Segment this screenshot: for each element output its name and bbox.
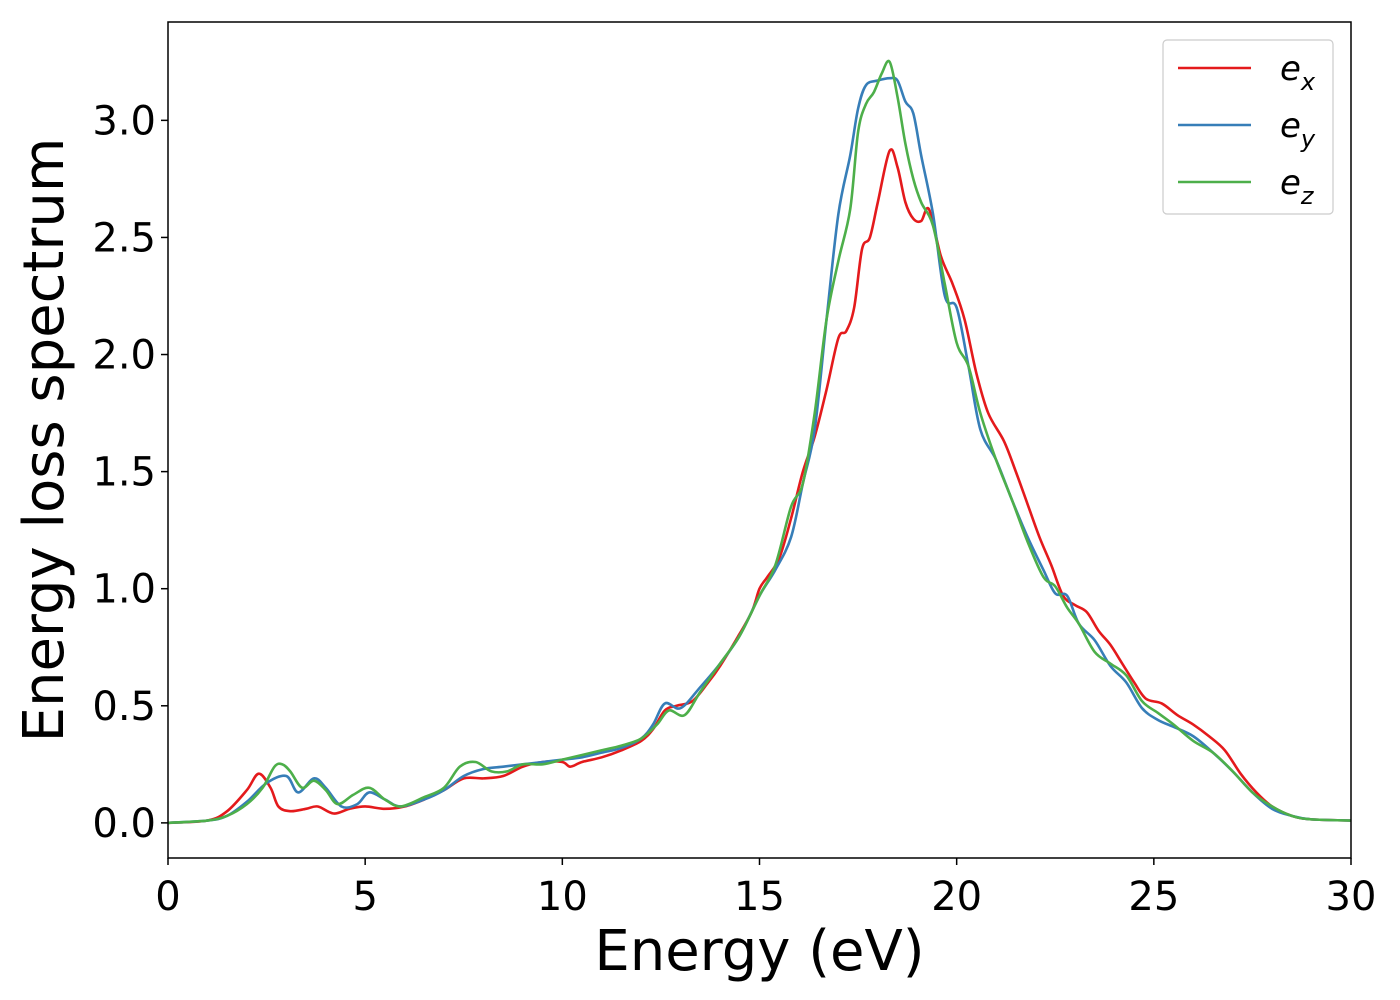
legend-label-ez: ez — [1280, 163, 1315, 210]
x-tick-label: 10 — [537, 874, 588, 920]
x-tick-label: 20 — [931, 874, 982, 920]
y-tick-label: 0.0 — [92, 801, 156, 847]
x-axis-ticks: 0 5 10 15 20 25 30 — [155, 858, 1376, 920]
y-axis-label: Energy loss spectrum — [12, 138, 77, 743]
x-tick-label: 0 — [155, 874, 180, 920]
x-axis-label: Energy (eV) — [594, 919, 924, 984]
x-tick-label: 25 — [1128, 874, 1179, 920]
y-tick-label: 1.0 — [92, 567, 156, 613]
y-axis-ticks: 0.0 0.5 1.0 1.5 2.0 2.5 3.0 — [92, 98, 168, 847]
y-tick-label: 2.0 — [92, 333, 156, 379]
y-tick-label: 1.5 — [92, 450, 156, 496]
x-tick-label: 15 — [734, 874, 785, 920]
legend-label-ex: ex — [1280, 49, 1316, 96]
x-tick-label: 30 — [1326, 874, 1377, 920]
series-lines — [168, 59, 1351, 825]
y-tick-label: 3.0 — [92, 98, 156, 144]
series-line-ez — [168, 59, 1351, 825]
y-tick-label: 0.5 — [92, 684, 156, 730]
x-tick-label: 5 — [352, 874, 377, 920]
y-tick-label: 2.5 — [92, 215, 156, 261]
legend-label-ey: ey — [1280, 106, 1316, 153]
legend-box — [1162, 39, 1334, 215]
legend: ex ey ez — [1162, 39, 1334, 215]
series-line-ex — [168, 148, 1351, 825]
